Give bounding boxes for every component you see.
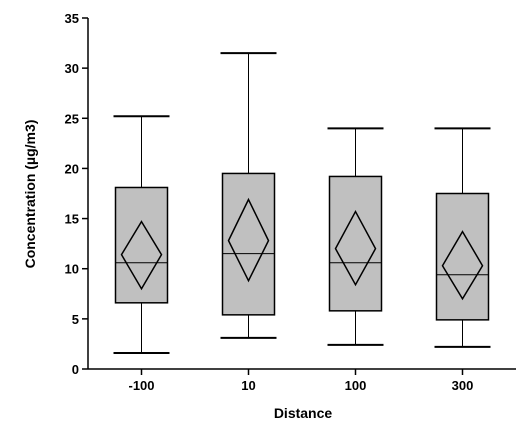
x-tick-label: 300 bbox=[452, 378, 474, 393]
y-axis-title: Concentration (µg/m3) bbox=[22, 120, 38, 269]
mean-diamond bbox=[120, 220, 163, 291]
y-tick-label: 5 bbox=[72, 312, 79, 327]
y-tick-label: 0 bbox=[72, 362, 79, 377]
iqr-box bbox=[114, 186, 169, 304]
y-tick-label: 10 bbox=[65, 262, 79, 277]
mean-diamond bbox=[441, 230, 484, 301]
x-axis: -100 10 100 300 bbox=[88, 368, 516, 393]
iqr-box bbox=[221, 172, 276, 316]
y-tick-label: 20 bbox=[65, 161, 79, 176]
iqr-box bbox=[435, 192, 490, 321]
box-100 bbox=[327, 127, 384, 346]
x-tick-label: -100 bbox=[128, 378, 154, 393]
y-tick-label: 35 bbox=[65, 11, 79, 26]
x-tick-label: 100 bbox=[345, 378, 367, 393]
mean-diamond bbox=[334, 209, 377, 287]
x-axis-title: Distance bbox=[274, 405, 333, 421]
iqr-box bbox=[328, 175, 383, 312]
box-300 bbox=[434, 127, 491, 348]
mean-diamond bbox=[227, 197, 270, 283]
box-10 bbox=[220, 52, 277, 339]
y-tick-label: 30 bbox=[65, 61, 79, 76]
y-tick-label: 15 bbox=[65, 212, 79, 227]
y-tick-label: 25 bbox=[65, 111, 79, 126]
y-axis: 0 5 10 15 20 25 30 35 bbox=[65, 11, 89, 377]
box-series bbox=[113, 52, 491, 354]
x-tick-label: 10 bbox=[241, 378, 255, 393]
box--100 bbox=[113, 115, 170, 354]
